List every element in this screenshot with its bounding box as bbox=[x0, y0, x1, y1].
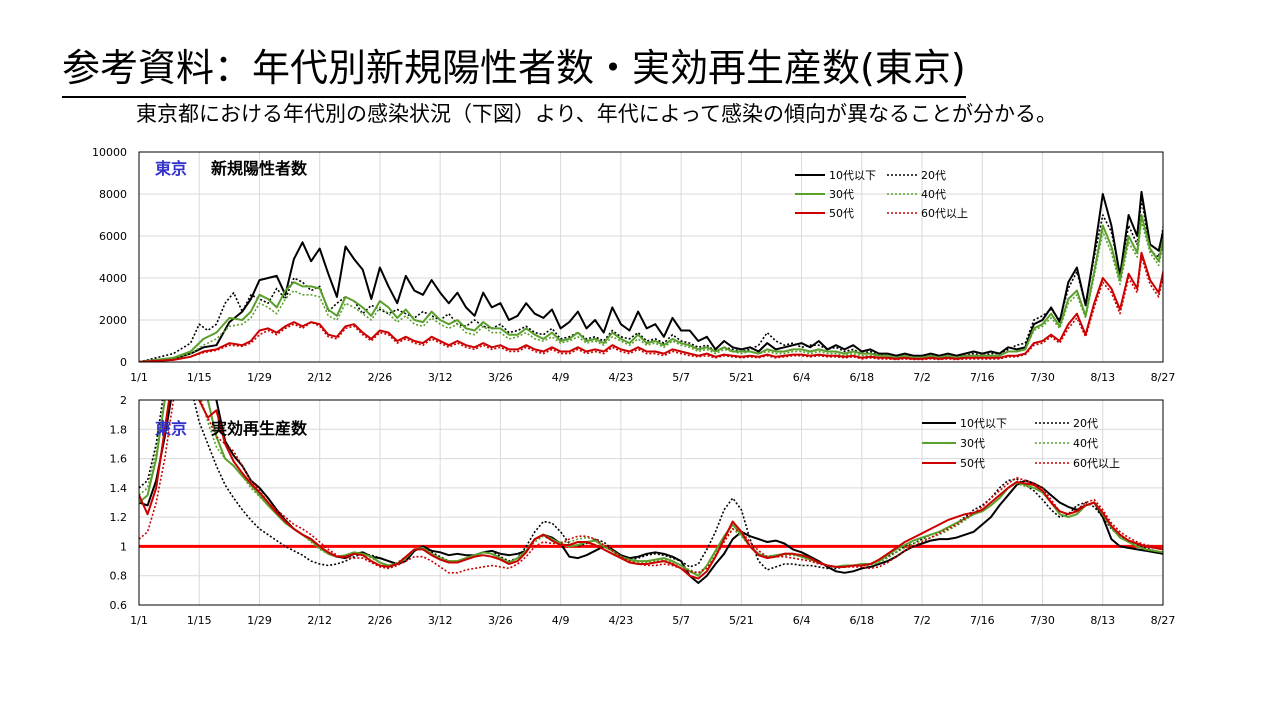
x-tick-label: 5/21 bbox=[729, 371, 754, 384]
plot-area bbox=[139, 400, 1163, 584]
series-line-5 bbox=[139, 400, 1163, 580]
x-tick-label: 8/13 bbox=[1090, 614, 1115, 627]
legend-label: 30代 bbox=[829, 188, 854, 201]
series-line-2 bbox=[139, 400, 1163, 571]
y-tick-label: 0.8 bbox=[110, 570, 128, 583]
series-line-4 bbox=[139, 400, 1163, 574]
plot-frame bbox=[138, 399, 1164, 606]
x-tick-label: 1/29 bbox=[247, 614, 272, 627]
y-tick-label: 8000 bbox=[99, 188, 127, 201]
x-tick-label: 2/26 bbox=[368, 371, 393, 384]
x-tick-label: 7/2 bbox=[913, 371, 931, 384]
page-title: 参考資料：年代別新規陽性者数・実効再生産数(東京) bbox=[62, 42, 966, 98]
y-tick-label: 0 bbox=[120, 356, 127, 369]
x-tick-label: 2/12 bbox=[307, 614, 332, 627]
x-tick-label: 7/30 bbox=[1030, 614, 1055, 627]
legend-label: 40代 bbox=[921, 188, 946, 201]
y-tick-label: 1.4 bbox=[110, 482, 128, 495]
series-line-1 bbox=[139, 190, 1163, 362]
x-tick-label: 1/15 bbox=[187, 614, 212, 627]
x-tick-label: 3/12 bbox=[428, 371, 453, 384]
y-tick-label: 1.2 bbox=[110, 511, 128, 524]
y-tick-label: 2 bbox=[120, 394, 127, 407]
x-tick-label: 6/18 bbox=[849, 614, 874, 627]
legend-label: 50代 bbox=[960, 457, 985, 470]
series-line-6 bbox=[139, 400, 1163, 574]
series-line-5 bbox=[139, 251, 1163, 362]
legend-label: 10代以下 bbox=[829, 169, 876, 182]
y-tick-label: 0.6 bbox=[110, 599, 128, 612]
x-tick-label: 7/16 bbox=[970, 614, 995, 627]
page-subtitle: 東京都における年代別の感染状況（下図）より、年代によって感染の傾向が異なることが… bbox=[136, 102, 1058, 126]
x-tick-label: 5/7 bbox=[672, 614, 690, 627]
legend-label: 30代 bbox=[960, 437, 985, 450]
chart-title: 新規陽性者数 bbox=[211, 159, 308, 178]
y-tick-label: 6000 bbox=[99, 230, 127, 243]
chart-region-label: 東京 bbox=[155, 419, 187, 438]
y-tick-label: 4000 bbox=[99, 272, 127, 285]
series-line-6 bbox=[139, 256, 1163, 362]
x-tick-label: 5/7 bbox=[672, 371, 690, 384]
legend-label: 50代 bbox=[829, 207, 854, 220]
x-tick-label: 6/18 bbox=[849, 371, 874, 384]
x-tick-label: 3/26 bbox=[488, 614, 513, 627]
plot-area bbox=[139, 190, 1163, 362]
x-tick-label: 1/15 bbox=[187, 371, 212, 384]
x-tick-label: 4/23 bbox=[609, 371, 634, 384]
x-tick-label: 2/12 bbox=[307, 371, 332, 384]
x-tick-label: 3/26 bbox=[488, 371, 513, 384]
chart-region-label: 東京 bbox=[155, 159, 187, 178]
chart-1: 0 2000 4000 6000 8000 10000 1/1 1/15 1/29 2/12 2/2… bbox=[92, 146, 1176, 384]
legend-label: 60代以上 bbox=[921, 207, 968, 220]
x-tick-label: 2/26 bbox=[368, 614, 393, 627]
x-tick-label: 8/27 bbox=[1151, 371, 1176, 384]
x-tick-label: 4/9 bbox=[552, 371, 570, 384]
series-line-4 bbox=[139, 220, 1163, 362]
x-tick-label: 1/29 bbox=[247, 371, 272, 384]
x-tick-label: 8/27 bbox=[1151, 614, 1176, 627]
x-tick-label: 3/12 bbox=[428, 614, 453, 627]
x-tick-label: 7/2 bbox=[913, 614, 931, 627]
legend-label: 20代 bbox=[921, 169, 946, 182]
y-tick-label: 1 bbox=[120, 540, 127, 553]
x-tick-label: 1/1 bbox=[130, 371, 148, 384]
y-tick-label: 1.8 bbox=[110, 423, 128, 436]
y-tick-label: 2000 bbox=[99, 314, 127, 327]
x-tick-label: 7/30 bbox=[1030, 371, 1055, 384]
x-tick-label: 6/4 bbox=[793, 371, 811, 384]
x-tick-label: 7/16 bbox=[970, 371, 995, 384]
x-tick-label: 1/1 bbox=[130, 614, 148, 627]
legend-label: 10代以下 bbox=[960, 417, 1007, 430]
x-tick-label: 4/9 bbox=[552, 614, 570, 627]
x-tick-label: 8/13 bbox=[1090, 371, 1115, 384]
legend-label: 60代以上 bbox=[1073, 457, 1120, 470]
legend-label: 20代 bbox=[1073, 417, 1098, 430]
x-tick-label: 6/4 bbox=[793, 614, 811, 627]
y-tick-label: 10000 bbox=[92, 146, 127, 159]
x-tick-label: 5/21 bbox=[729, 614, 754, 627]
plot-frame bbox=[138, 151, 1164, 363]
series-line-3 bbox=[139, 214, 1163, 362]
x-tick-label: 4/23 bbox=[609, 614, 634, 627]
legend-label: 40代 bbox=[1073, 437, 1098, 450]
chart-title: 実効再生産数 bbox=[211, 419, 308, 438]
y-tick-label: 1.6 bbox=[110, 453, 128, 466]
chart-2: 0.6 0.8 1 1.2 1.4 1.6 1.8 2 1/1 1/15 1/29 2/12 2/26 3… bbox=[110, 394, 1176, 627]
